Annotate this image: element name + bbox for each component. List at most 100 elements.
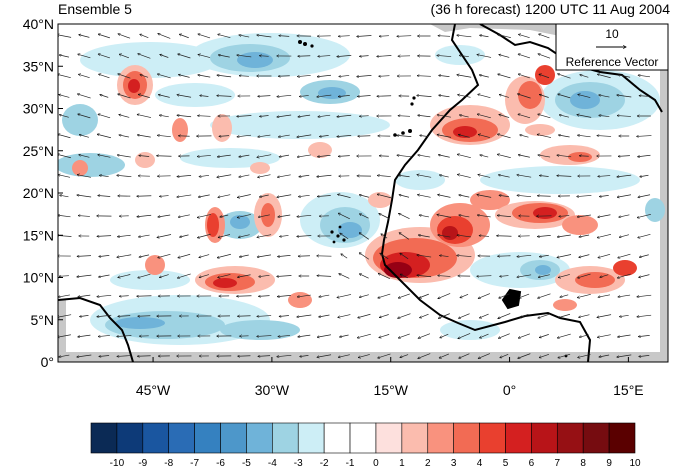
wind-vector [539,95,549,98]
wind-vector [599,354,610,357]
wind-vector [338,194,351,198]
wind-vector [379,156,389,157]
colorbar: -10 -9 -8 -7 -6 -5 -4 -3 -2 -1 0 1 2 3 4 5 6 7 8 9 10 [90,422,641,469]
wind-vector [117,155,131,158]
wind-vector [558,274,570,277]
wind-vector [539,254,549,257]
wind-vector [217,96,232,97]
wind-vector [359,56,369,57]
wind-vector [357,333,371,338]
colorbar-label: 8 [580,458,586,469]
wind-vector [278,255,291,256]
colorbar-label: -2 [320,458,329,469]
wind-vector [539,175,549,176]
wind-vector [319,294,330,297]
wind-vector [317,354,332,358]
wind-vector [520,314,529,317]
wind-vector [139,254,150,257]
wind-vector [78,54,91,59]
wind-vector [640,174,649,176]
wind-vector [439,255,449,256]
wind-vector [539,34,550,39]
wind-vector [638,233,651,237]
wind-vector [358,136,371,137]
wind-vector [639,355,650,356]
x-tick-label: 15°W [374,382,409,398]
wind-vector [198,34,211,39]
wind-vector [279,36,290,37]
wind-vector [200,95,209,96]
wind-vector [218,194,231,198]
wind-vector [278,214,291,217]
wind-vector [278,76,290,77]
wind-vector [277,276,292,277]
wind-vector [499,293,510,298]
wind-vector [579,314,590,318]
colorbar-label: -5 [242,458,251,469]
wind-vector [59,55,70,58]
wind-vector [317,276,332,277]
wind-vector [637,136,652,137]
wind-vector [359,233,370,240]
wind-vector [58,35,72,38]
wind-vector [337,114,352,117]
wind-vector [359,195,369,198]
wind-vector [438,195,451,198]
wind-vector [117,356,132,357]
wind-vector [197,233,211,237]
wind-vector [179,234,189,237]
wind-vector [341,254,348,259]
colorbar-swatch [90,422,118,454]
colorbar-label: -10 [110,458,125,469]
colorbar-label: 10 [629,458,641,469]
wind-vector [577,273,591,278]
wind-vector [258,356,271,357]
y-tick-label: 30°N [23,101,54,117]
wind-vector [239,154,250,157]
wind-vector [178,54,191,59]
wind-vector [318,56,331,57]
colorbar-swatch [194,422,221,454]
wind-vector [178,75,190,78]
wind-vector [617,95,632,98]
wind-vector [239,35,250,38]
wind-vector [438,36,451,37]
colorbar-swatch [582,422,610,454]
wind-vector [418,353,431,359]
wind-vector [617,273,631,278]
wind-vector [557,333,571,338]
wind-vector [359,116,369,117]
wind-vector [137,296,152,297]
wind-vector [617,354,632,357]
wind-vector [478,353,491,359]
wind-vector [478,293,491,299]
wind-vector [419,293,429,298]
wind-vector [477,55,492,58]
wind-vector [400,253,409,260]
wind-vector [338,314,351,318]
wind-vector [420,135,429,136]
wind-vector [117,336,132,337]
reference-vector-box: 10 Reference Vector [555,24,668,71]
wind-vector [637,314,652,317]
wind-vector [77,256,91,257]
wind-vector [140,75,149,78]
wind-vector [197,155,211,156]
wind-vector [580,75,589,78]
wind-vector [157,74,171,79]
wind-vector [58,74,71,79]
wind-vector [399,195,410,198]
wind-vector [538,114,551,119]
wind-vector [377,194,391,199]
wind-vector [77,195,92,198]
wind-vector [497,34,511,38]
wind-vector [437,115,451,118]
wind-vector [400,274,408,279]
wind-vector [237,274,251,277]
wind-vector [538,274,550,278]
wind-vector [239,174,250,177]
wind-vector [140,34,149,39]
wind-vector [557,155,572,158]
wind-vector [400,354,409,358]
colorbar-swatch [608,422,636,454]
